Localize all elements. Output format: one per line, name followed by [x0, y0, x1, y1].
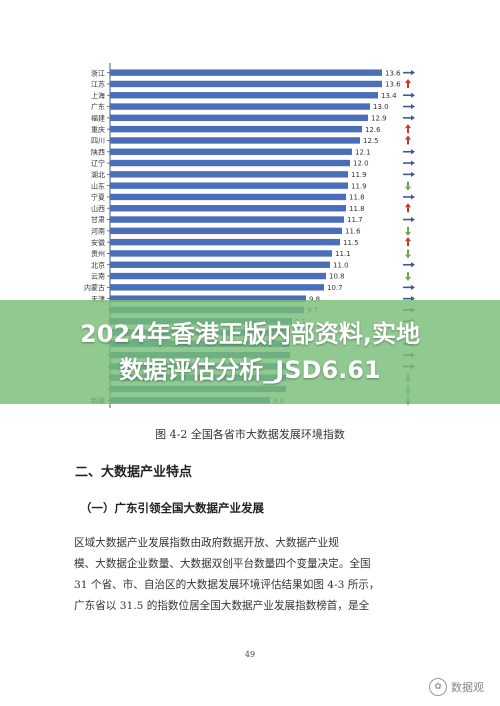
- trend-flat-icon: [411, 115, 415, 121]
- bar: [110, 227, 342, 235]
- paragraph-line: 模、大数据企业数量、大数据双创平台数量四个变量决定。全国: [74, 558, 371, 570]
- trend-flat-icon: [411, 262, 415, 268]
- data-label: 9.8: [309, 295, 320, 303]
- trend-down-icon: [405, 186, 411, 191]
- category-label: 山东: [91, 181, 105, 190]
- category-label: 贵州: [91, 249, 105, 258]
- category-label: 上海: [91, 91, 105, 100]
- bar: [110, 125, 362, 133]
- bar: [110, 284, 324, 291]
- trend-flat-icon: [411, 103, 415, 110]
- trend-flat-icon: [411, 92, 415, 98]
- bar: [110, 238, 340, 246]
- bar: [110, 261, 330, 268]
- category-label: 广东: [91, 102, 105, 111]
- trend-up-icon: [405, 135, 411, 140]
- bar: [110, 159, 350, 167]
- page-number: 49: [244, 650, 256, 659]
- data-label: 11.0: [333, 261, 349, 269]
- bar: [110, 92, 378, 99]
- bar: [110, 103, 370, 110]
- category-label: 辽宁: [91, 159, 105, 168]
- category-label: 安徽: [91, 238, 105, 247]
- trend-up-icon: [405, 203, 411, 208]
- trend-flat-icon: [411, 284, 415, 290]
- section-heading: 二、大数据产业特点: [75, 465, 193, 480]
- data-label: 11.6: [345, 227, 361, 235]
- data-label: 10.7: [327, 284, 343, 292]
- paragraph-line: 区域大数据产业发展指数由政府数据开放、大数据产业规: [74, 537, 339, 549]
- category-label: 陕西: [91, 147, 105, 156]
- trend-down-icon: [405, 254, 411, 259]
- data-label: 12.6: [365, 126, 381, 134]
- bar: [110, 250, 332, 257]
- trend-flat-icon: [411, 160, 415, 166]
- watermark: ✿ 数据观: [429, 678, 484, 696]
- data-label: 11.8: [349, 205, 365, 213]
- data-label: 10.8: [329, 273, 345, 281]
- subsection-heading: （一）广东引领全国大数据产业发展: [80, 501, 264, 515]
- trend-up-icon: [405, 124, 411, 129]
- category-label: 河南: [91, 226, 105, 235]
- bar: [110, 69, 382, 76]
- data-label: 11.1: [335, 250, 351, 258]
- category-label: 内蒙古: [84, 283, 105, 292]
- data-label: 12.5: [363, 137, 379, 145]
- trend-flat-icon: [411, 70, 415, 76]
- bar: [110, 295, 306, 302]
- bar: [110, 148, 352, 155]
- bar: [110, 205, 346, 212]
- bar: [110, 272, 326, 280]
- data-label: 12.1: [355, 148, 371, 156]
- data-label: 11.9: [351, 182, 367, 190]
- category-label: 云南: [91, 272, 105, 281]
- trend-flat-icon: [411, 149, 415, 155]
- trend-flat-icon: [411, 194, 415, 200]
- trend-flat-icon: [411, 296, 415, 302]
- category-label: 浙江: [91, 68, 105, 77]
- data-label: 12.9: [371, 114, 387, 122]
- paragraph-line: 31 个省、市、自治区的大数据发展环境评估结果如图 4-3 所示，: [74, 579, 380, 591]
- paragraph-line: 广东省以 31.5 的指数位居全国大数据产业发展指数榜首，是全: [74, 600, 370, 612]
- bar: [110, 80, 382, 88]
- bar: [110, 137, 360, 144]
- bar: [110, 216, 344, 223]
- bar: [110, 171, 348, 178]
- category-label: 甘肃: [91, 215, 105, 224]
- figure-caption: 图 4-2 全国各省市大数据发展环境指数: [155, 428, 345, 441]
- data-label: 13.6: [385, 69, 401, 77]
- data-label: 11.7: [347, 216, 363, 224]
- data-label: 13.6: [385, 81, 401, 89]
- title-banner: 2024年香港正版内部资料,实地 数据评估分析_JSD6.61: [0, 300, 500, 404]
- category-label: 四川: [91, 137, 105, 145]
- bar: [110, 114, 368, 122]
- watermark-text: 数据观: [451, 681, 484, 694]
- category-label: 宁夏: [91, 193, 105, 202]
- category-label: 福建: [91, 113, 105, 122]
- banner-line-2: 数据评估分析_JSD6.61: [119, 356, 381, 384]
- trend-down-icon: [405, 231, 411, 236]
- category-label: 重庆: [91, 125, 105, 134]
- category-label: 山西: [91, 204, 105, 213]
- bar: [110, 193, 346, 201]
- trend-up-icon: [405, 237, 411, 242]
- data-label: 13.0: [373, 103, 389, 111]
- trend-flat-icon: [411, 216, 415, 223]
- bar: [110, 182, 348, 189]
- data-label: 12.0: [353, 160, 369, 168]
- data-label: 13.4: [381, 92, 397, 100]
- category-label: 江苏: [91, 80, 105, 89]
- trend-up-icon: [405, 78, 411, 83]
- data-label: 11.9: [351, 171, 367, 179]
- trend-flat-icon: [411, 171, 415, 177]
- trend-down-icon: [405, 277, 411, 282]
- category-label: 北京: [91, 260, 105, 269]
- banner-line-1: 2024年香港正版内部资料,实地: [80, 320, 420, 348]
- data-label: 11.8: [349, 194, 365, 202]
- category-label: 湖北: [91, 170, 105, 179]
- wechat-icon: ✿: [429, 678, 447, 696]
- data-label: 11.5: [343, 239, 359, 247]
- body-paragraph: 区域大数据产业发展指数由政府数据开放、大数据产业规 模、大数据企业数量、大数据双…: [74, 533, 434, 617]
- category-label: 天津: [91, 295, 105, 303]
